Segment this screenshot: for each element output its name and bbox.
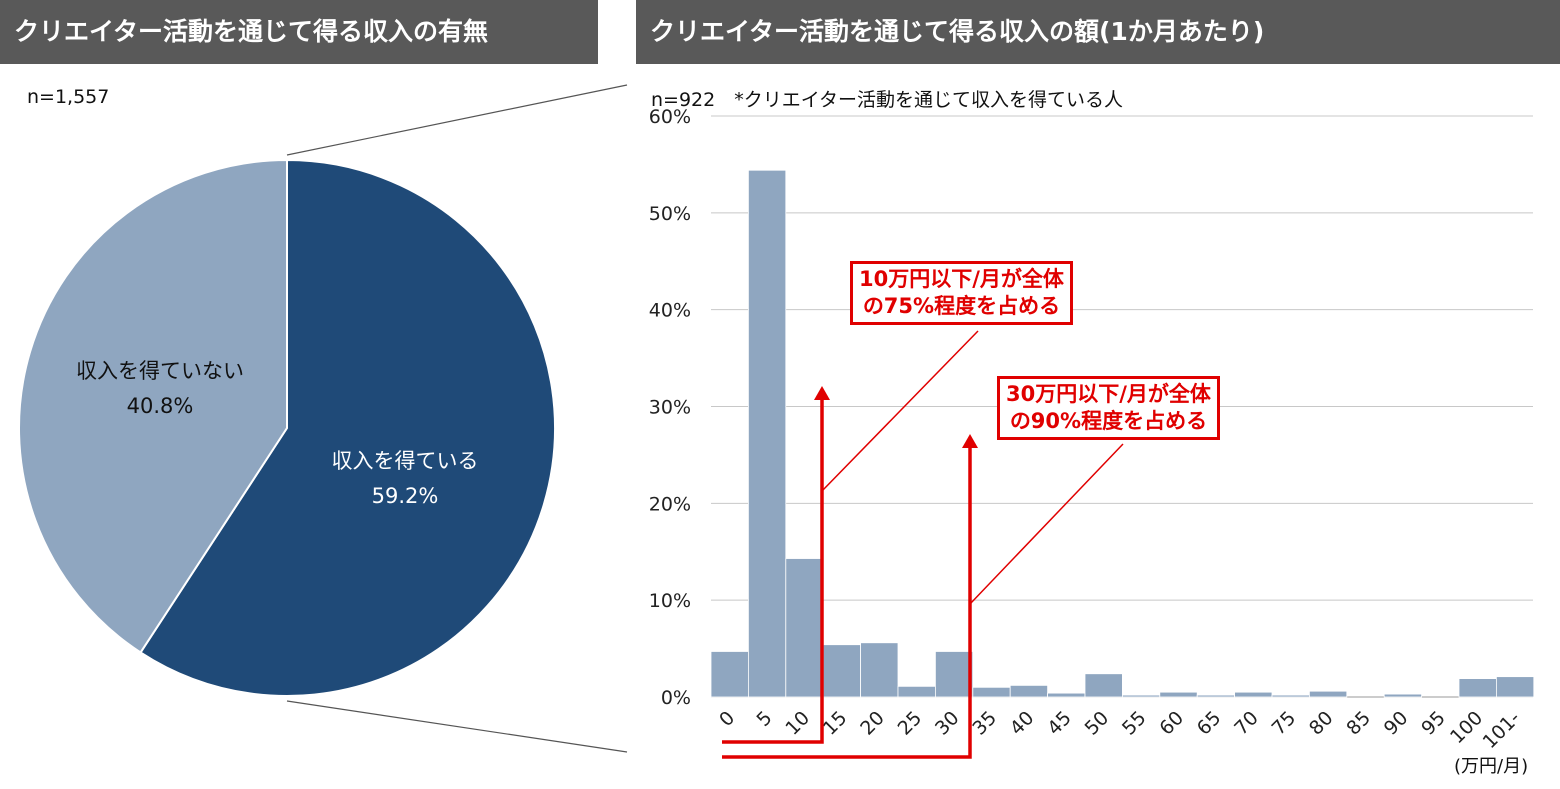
x-axis-unit: (万円/月) [1454,756,1529,777]
bar [1159,691,1198,698]
bar [1383,693,1422,698]
pie-slice-value: 40.8% [127,394,194,418]
x-tick-label: 101- [1479,707,1525,753]
pie-slice [139,158,556,697]
pie-chart: 収入を得ている 59.2% 収入を得ていない 40.8% [18,84,628,753]
connector-line [286,84,628,156]
bar [748,169,787,698]
x-tick-label: 25 [894,707,927,740]
y-tick-label: 40% [649,300,691,322]
x-tick-label: 5 [753,707,777,731]
x-tick-label: 65 [1193,707,1226,740]
x-tick-label: 35 [968,707,1001,740]
x-tick-label: 0 [715,707,739,731]
y-tick-label: 20% [649,493,691,515]
bar [822,644,862,698]
y-tick-label: 50% [649,203,691,225]
bar [1047,692,1086,698]
x-tick-label: 85 [1342,707,1375,740]
bar [1309,690,1348,698]
callout-30man-line1: 30万円以下/月が全体 [1006,382,1211,406]
x-tick-label: 60 [1155,707,1188,740]
bar [860,642,899,698]
callout-10man-line1: 10万円以下/月が全体 [859,267,1064,291]
pie-slice-label: 収入を得ている [332,449,479,473]
right-chart-title: クリエイター活動を通じて得る収入の額(1か月あたり) [636,0,1560,64]
bar [972,686,1011,698]
bar [1271,694,1310,698]
x-tick-label: 95 [1417,707,1450,740]
arrow-10man [722,398,824,744]
bar [1122,694,1161,698]
bar [710,651,749,698]
x-tick-label: 10 [781,707,814,740]
bar [1234,691,1273,698]
y-tick-label: 30% [649,397,691,419]
x-tick-label: 55 [1118,707,1151,740]
callout-pointer-30man [969,443,1124,605]
x-tick-label: 30 [931,707,964,740]
bar-sample-size: n=922 *クリエイター活動を通じて収入を得ている人 [651,89,1123,111]
bar [1196,694,1235,698]
pie-slice-label: 収入を得ていない [76,359,244,383]
bar [897,685,936,698]
x-tick-label: 50 [1081,707,1114,740]
bar [1496,676,1535,698]
bar [1458,678,1497,698]
bar [1084,673,1123,698]
callout-10man: 10万円以下/月が全体 の75%程度を占める [850,261,1073,325]
x-tick-label: 100 [1446,707,1487,748]
x-tick-label: 75 [1268,707,1301,740]
x-tick-label: 45 [1043,707,1076,740]
y-tick-label: 60% [649,106,691,128]
callout-30man-line2: の90%程度を占める [1009,409,1208,433]
pie-slice [18,158,288,654]
left-chart-title: クリエイター活動を通じて得る収入の有無 [0,0,598,64]
pie-sample-size: n=1,557 [27,86,110,108]
y-tick-label: 10% [649,590,691,612]
x-tick-label: 20 [856,707,889,740]
x-tick-label: 40 [1006,707,1039,740]
x-tick-label: 70 [1230,707,1263,740]
arrow-30man [722,446,972,759]
x-tick-label: 80 [1305,707,1338,740]
bar [1009,684,1049,698]
pie-slice-value: 59.2% [372,484,439,508]
y-tick-label: 0% [661,687,691,709]
arrowhead-30man [962,434,978,448]
connector-line [286,700,628,753]
bar [935,651,974,698]
callout-30man: 30万円以下/月が全体 の90%程度を占める [997,376,1220,440]
callout-10man-line2: の75%程度を占める [862,294,1061,318]
x-tick-label: 90 [1380,707,1413,740]
callout-pointer-10man [821,330,979,492]
bar [785,558,824,698]
arrowhead-10man [814,386,830,400]
